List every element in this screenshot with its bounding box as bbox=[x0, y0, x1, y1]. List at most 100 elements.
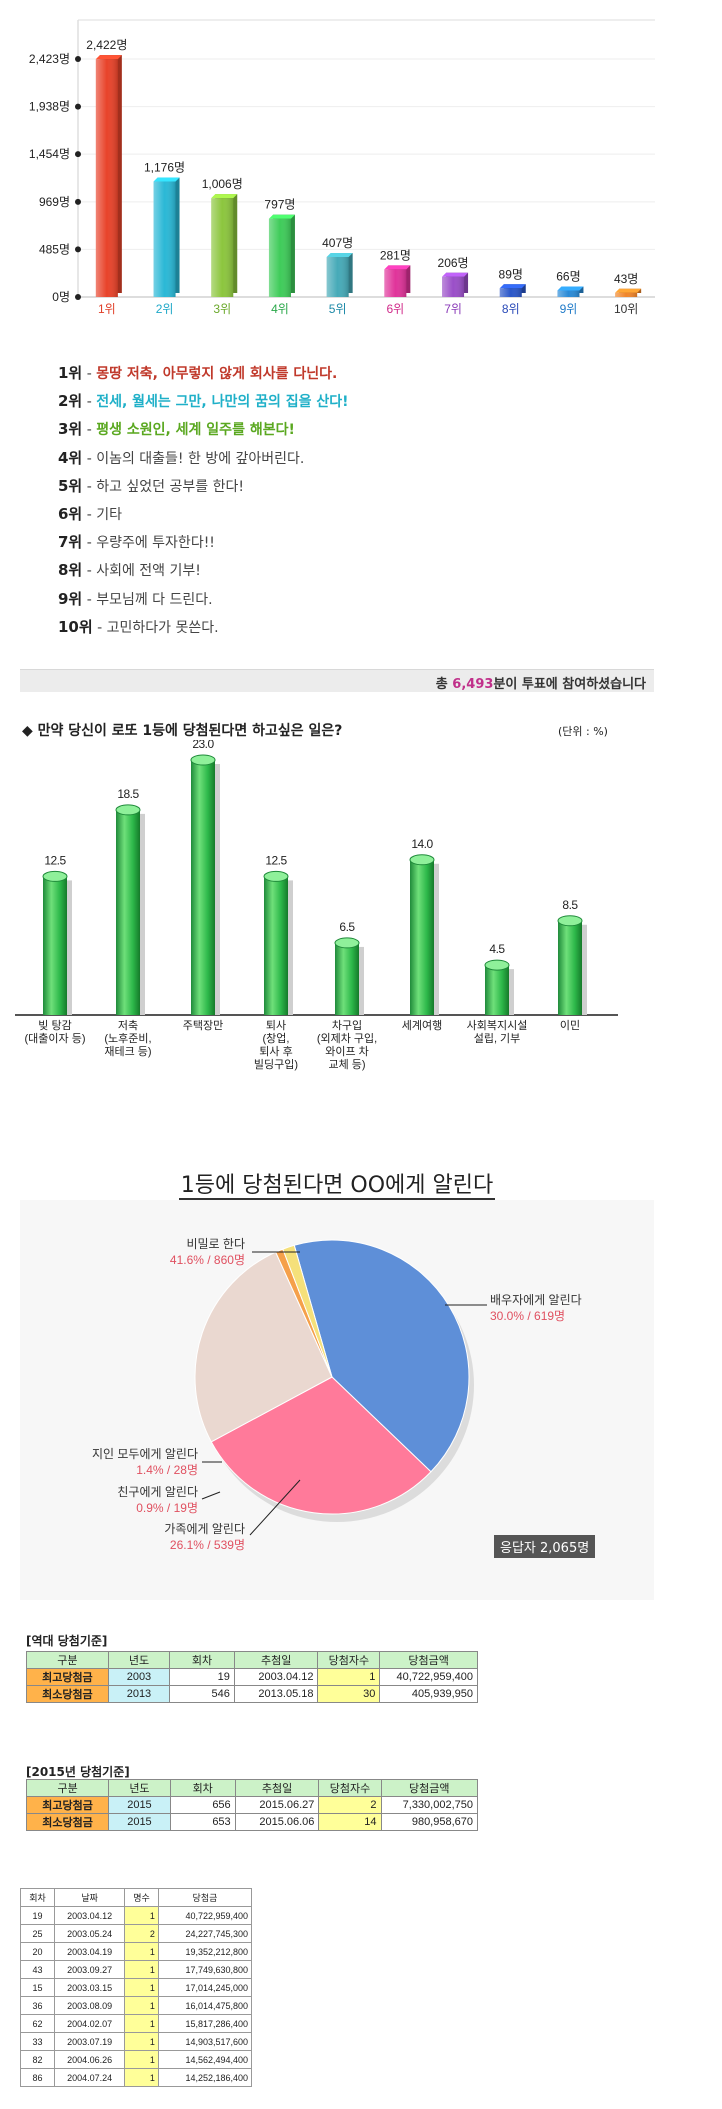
chart1-value-label: 1,006명 bbox=[202, 177, 243, 191]
table-row: 62 2004.02.07 1 15,817,286,400 bbox=[19, 2014, 253, 2033]
chart3-slice-value: 26.1% / 539명 bbox=[170, 1538, 245, 1552]
rank-item: 3위 - 평생 소원인, 세계 일주를 해본다! bbox=[58, 418, 295, 439]
chart1-bar-top bbox=[557, 286, 584, 291]
chart3-slice-label: 지인 모두에게 알린다 bbox=[92, 1447, 198, 1461]
chart2-category-label: 세계여행 bbox=[402, 1019, 442, 1032]
chart3-pie-slice bbox=[194, 1251, 333, 1443]
rank-separator: - bbox=[82, 422, 97, 439]
chart2-category-label: 퇴사 후 bbox=[259, 1045, 292, 1058]
table-cell: 2003.04.19 bbox=[54, 1942, 126, 1961]
rank-number: 5위 bbox=[58, 476, 83, 495]
chart1-value-label: 43명 bbox=[614, 272, 638, 286]
table-cell: 86 bbox=[19, 2068, 56, 2087]
chart2-category-label: 설립, 기부 bbox=[474, 1032, 521, 1045]
chart2-value-label: 8.5 bbox=[562, 898, 578, 912]
table-cell: 최고당첨금 bbox=[26, 1668, 109, 1686]
table-cell: 2003 bbox=[107, 1668, 171, 1686]
chart1-bar-top bbox=[615, 288, 642, 293]
table-row: 36 2003.08.09 1 16,014,475,800 bbox=[19, 1996, 253, 2015]
table-row: 86 2004.07.24 1 14,252,186,400 bbox=[19, 2068, 253, 2087]
table-cell: 2003.04.12 bbox=[54, 1906, 126, 1925]
chart3-slice-label: 친구에게 알린다 bbox=[117, 1485, 198, 1499]
table-row: 25 2003.05.24 2 24,227,745,300 bbox=[19, 1924, 253, 1943]
chart2-bar-cap bbox=[334, 937, 360, 949]
rank-text: 사회에 전액 기부! bbox=[96, 563, 201, 580]
chart2-bar bbox=[335, 942, 359, 1015]
table-cell: 33 bbox=[19, 2032, 56, 2051]
chart1-category-label: 9위 bbox=[560, 302, 578, 316]
chart1-category-label: 6위 bbox=[386, 302, 404, 316]
table-row: 최고당첨금 2015 656 2015.06.27 2 7,330,002,750 bbox=[25, 1796, 479, 1814]
chart3-slice-label: 가족에게 알린다 bbox=[164, 1522, 245, 1536]
chart2-value-label: 23.0 bbox=[192, 740, 214, 751]
rank-separator: - bbox=[92, 619, 107, 636]
table-cell: 2015.06.06 bbox=[234, 1813, 320, 1831]
rank-number: 9위 bbox=[58, 589, 83, 608]
table-header-cell: 당첨자수 bbox=[318, 1779, 382, 1797]
table-cell: 1 bbox=[124, 2050, 159, 2069]
table-header-row: 구분 년도 회차 추첨일 당첨자수 당첨금액 bbox=[26, 1651, 478, 1669]
table-cell: 653 bbox=[169, 1813, 236, 1831]
chart1-y-tick-label: 1,938명 bbox=[29, 100, 70, 114]
table-cell: 최소당첨금 bbox=[25, 1813, 110, 1831]
table-cell: 2015 bbox=[108, 1796, 171, 1814]
chart1-category-label: 7위 bbox=[444, 302, 462, 316]
table-cell: 43 bbox=[19, 1960, 56, 1979]
table-cell: 14,903,517,600 bbox=[157, 2032, 253, 2051]
chart1-value-label: 281명 bbox=[380, 248, 411, 262]
chart1-svg: 0명 485명 969명 1,454명 1,938명 2,423명 2,422명 1위 1,17… bbox=[29, 19, 655, 316]
chart1-category-label: 10위 bbox=[614, 302, 638, 316]
respondents-badge: 응답자 2,065명 bbox=[494, 1535, 596, 1558]
table-cell: 2003.09.27 bbox=[54, 1960, 126, 1979]
rank-item: 8위 - 사회에 전액 기부! bbox=[58, 559, 201, 580]
rank-item: 10위 - 고민하다가 못쓴다. bbox=[58, 616, 219, 637]
table-cell: 40,722,959,400 bbox=[379, 1668, 478, 1686]
table-row: 최소당첨금 2013 546 2013.05.18 30 405,939,950 bbox=[26, 1685, 478, 1703]
table-header-cell: 년도 bbox=[108, 1779, 171, 1797]
table-row: 19 2003.04.12 1 40,722,959,400 bbox=[19, 1906, 253, 1925]
table-header-cell: 당첨금액 bbox=[379, 1651, 478, 1669]
table-cell: 1 bbox=[124, 1942, 159, 1961]
chart3-title: 1등에 당첨된다면 OO에게 알린다 bbox=[0, 1167, 674, 1200]
rank-separator: - bbox=[82, 535, 97, 552]
table-cell: 2003.04.12 bbox=[233, 1668, 319, 1686]
chart1-bar-shine bbox=[499, 288, 522, 297]
table-cell: 16,014,475,800 bbox=[157, 1996, 253, 2015]
table-cell: 1 bbox=[124, 1960, 159, 1979]
chart1-bar-shine bbox=[615, 292, 638, 297]
chart2-svg: 12.5 빚 탕감(대출이자 등) 18.5 저축(노후준비,재테크 등) 23.0 주택… bbox=[15, 740, 618, 1071]
chart2-category-label: 퇴사 bbox=[266, 1019, 286, 1032]
table-header-cell: 년도 bbox=[107, 1651, 171, 1669]
table-cell: 17,749,630,800 bbox=[157, 1960, 253, 1979]
chart1-bar-top bbox=[442, 272, 469, 277]
chart1-tick-dot bbox=[75, 294, 81, 300]
table-cell: 17,014,245,000 bbox=[157, 1978, 253, 1997]
chart2-category-label: 차구입 bbox=[332, 1019, 362, 1032]
chart2-bar bbox=[116, 809, 140, 1015]
chart3-leader-line bbox=[201, 1491, 221, 1500]
chart1-category-label: 2위 bbox=[156, 302, 174, 316]
chart1-value-label: 2,422명 bbox=[86, 38, 127, 52]
chart1-bar-shine bbox=[268, 218, 291, 297]
rank-item: 4위 - 이놈의 대출들! 한 방에 갚아버린다. bbox=[58, 447, 304, 468]
table-cell: 1 bbox=[124, 2068, 159, 2087]
chart2-value-label: 18.5 bbox=[117, 787, 139, 801]
table-cell: 2013.05.18 bbox=[233, 1685, 319, 1703]
chart2-bar-cap bbox=[190, 754, 216, 766]
chart3-slice-label: 배우자에게 알린다 bbox=[490, 1293, 582, 1307]
table-cell: 2 bbox=[124, 1924, 159, 1943]
rank-text: 전세, 월세는 그만, 나만의 꿈의 집을 산다! bbox=[96, 394, 349, 411]
rank-number: 6위 bbox=[58, 505, 83, 523]
table-cell: 15,817,286,400 bbox=[157, 2014, 253, 2033]
table-cell: 1 bbox=[124, 2032, 159, 2051]
table-cell: 최소당첨금 bbox=[26, 1685, 109, 1703]
chart1-y-tick-label: 0명 bbox=[52, 290, 70, 304]
chart3-leader-line bbox=[249, 1479, 301, 1536]
chart1-bar-shine bbox=[326, 257, 349, 297]
table-cell: 656 bbox=[169, 1796, 236, 1814]
table-cell: 2004.06.26 bbox=[54, 2050, 126, 2069]
rank-text: 우량주에 투자한다!! bbox=[96, 535, 215, 552]
chart2-category-label: (창업, bbox=[263, 1032, 290, 1045]
total-number: 6,493 bbox=[452, 677, 494, 692]
